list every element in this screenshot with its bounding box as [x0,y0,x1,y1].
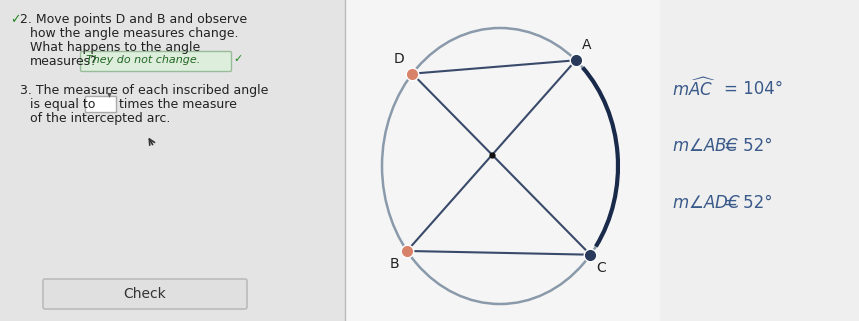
Text: Check: Check [124,287,167,301]
FancyBboxPatch shape [43,279,247,309]
Text: measures?: measures? [30,55,98,68]
FancyBboxPatch shape [81,51,231,72]
Text: $m\widehat{AC}$: $m\widehat{AC}$ [672,78,716,100]
Text: how the angle measures change.: how the angle measures change. [30,27,239,40]
Text: is equal to: is equal to [30,98,95,111]
Bar [0,0,345,321]
Text: 2. Move points D and B and observe: 2. Move points D and B and observe [20,13,247,26]
Text: 3. The measure of each inscribed angle: 3. The measure of each inscribed angle [20,84,268,97]
Bar [345,0,660,321]
Text: = 52°: = 52° [724,137,772,155]
Text: ✓: ✓ [10,13,21,26]
FancyBboxPatch shape [84,96,115,111]
Text: = 104°: = 104° [724,80,783,98]
Text: times the measure: times the measure [119,98,237,111]
Text: They do not change.: They do not change. [86,55,200,65]
Text: A: A [582,38,591,52]
Text: $m\angle ADC$: $m\angle ADC$ [672,194,740,212]
Text: of the intercepted arc.: of the intercepted arc. [30,112,170,125]
Text: B: B [389,257,399,271]
Text: D: D [393,52,405,66]
Text: $m\angle ABC$: $m\angle ABC$ [672,137,740,155]
Text: ▾: ▾ [107,89,112,99]
Text: ✓: ✓ [233,54,242,64]
Text: What happens to the angle: What happens to the angle [30,41,200,54]
Text: = 52°: = 52° [724,194,772,212]
Text: C: C [596,261,606,275]
